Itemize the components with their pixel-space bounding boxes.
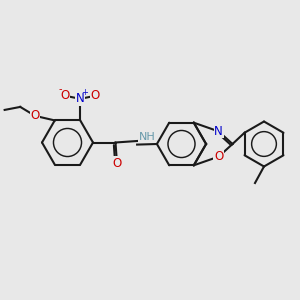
Text: NH: NH bbox=[139, 132, 155, 142]
Text: O: O bbox=[31, 110, 40, 122]
Text: +: + bbox=[81, 88, 88, 97]
Text: N: N bbox=[214, 125, 223, 138]
Text: O: O bbox=[91, 89, 100, 102]
Text: O: O bbox=[61, 89, 70, 102]
Text: O: O bbox=[214, 150, 223, 163]
Text: N: N bbox=[76, 92, 85, 105]
Text: -: - bbox=[59, 84, 62, 94]
Text: O: O bbox=[112, 157, 122, 170]
